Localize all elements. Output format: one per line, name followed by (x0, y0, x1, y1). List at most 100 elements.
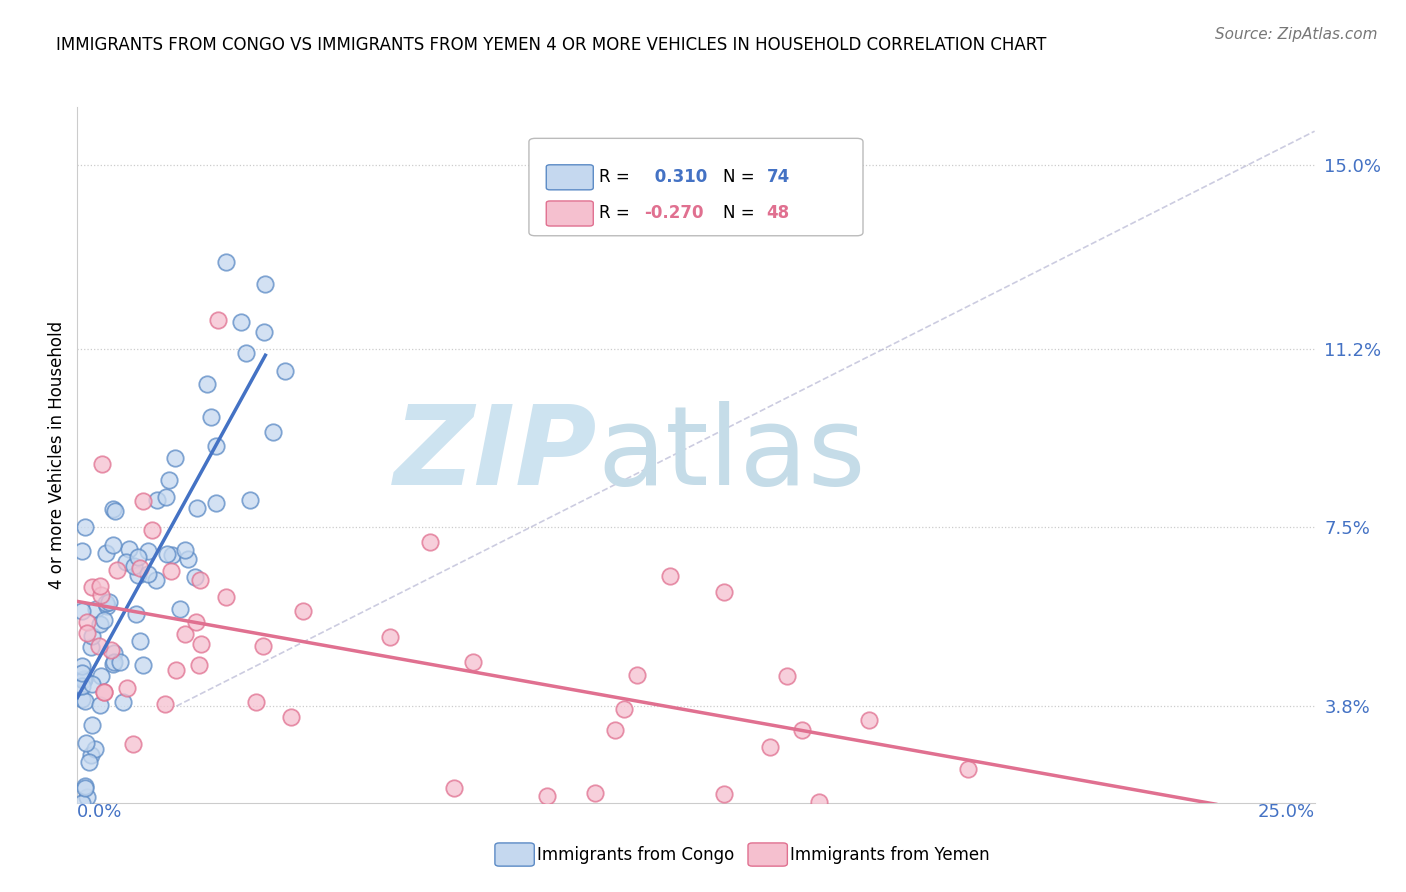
Point (186, 615, 208, 630)
Point (190, 637, 212, 651)
Point (105, 564, 128, 578)
Point (96, 599, 118, 614)
Text: 74: 74 (766, 168, 790, 186)
Point (292, 604, 315, 618)
Point (252, 639, 274, 653)
Point (280, 710, 302, 724)
Point (274, 363, 297, 377)
Point (759, 740, 782, 755)
Point (72, 679, 94, 693)
Point (858, 714, 880, 728)
Point (659, 568, 682, 582)
Point (197, 376, 219, 391)
Point (87, 640, 110, 654)
Point (239, 492, 262, 507)
Point (132, 658, 155, 673)
Point (169, 602, 191, 616)
Point (89, 698, 111, 713)
Text: 48: 48 (766, 203, 790, 222)
Point (207, 312, 229, 326)
FancyBboxPatch shape (547, 201, 593, 226)
Point (90, 669, 112, 683)
Y-axis label: 4 or more Vehicles in Household: 4 or more Vehicles in Household (48, 321, 66, 589)
Point (613, 702, 636, 716)
Point (115, 555, 138, 569)
Point (80, 580, 103, 594)
Point (75, 781, 97, 796)
Point (129, 634, 152, 648)
Point (73, 673, 96, 687)
Point (89, 579, 111, 593)
Text: 0.0%: 0.0% (77, 803, 122, 821)
Text: Source: ZipAtlas.com: Source: ZipAtlas.com (1215, 27, 1378, 42)
Text: atlas: atlas (598, 401, 866, 508)
Point (103, 538, 125, 552)
Point (603, 723, 626, 737)
Point (419, 535, 441, 549)
Point (145, 573, 167, 587)
Point (127, 550, 149, 565)
Point (807, 795, 830, 809)
Point (73, 673, 96, 687)
Point (93, 613, 115, 627)
Point (118, 542, 141, 557)
Point (204, 439, 226, 453)
Point (82, 677, 104, 691)
Point (80, 640, 103, 655)
Point (100, 642, 122, 657)
Point (103, 502, 125, 516)
Point (713, 787, 735, 801)
Point (200, 410, 222, 425)
Point (75, 694, 97, 708)
Point (583, 786, 606, 800)
Point (162, 548, 184, 562)
Point (115, 681, 138, 695)
Point (253, 325, 276, 339)
Point (713, 585, 735, 599)
Point (75, 779, 97, 793)
Point (91, 457, 114, 471)
Point (72, 604, 94, 618)
Point (127, 568, 149, 582)
Point (122, 559, 145, 574)
Point (205, 496, 228, 510)
Text: N =: N = (723, 168, 755, 186)
Point (177, 551, 200, 566)
Point (443, 781, 465, 796)
Text: R =: R = (599, 168, 630, 186)
Point (245, 695, 267, 709)
Point (84, 602, 107, 616)
Point (125, 607, 148, 621)
Point (160, 564, 183, 578)
Point (165, 663, 187, 677)
Point (186, 500, 208, 515)
Point (136, 567, 159, 582)
Point (72, 673, 94, 687)
Point (93, 684, 115, 698)
FancyBboxPatch shape (547, 165, 593, 190)
Point (153, 698, 176, 712)
Point (136, 544, 159, 558)
Point (188, 574, 211, 588)
Point (173, 543, 195, 558)
Point (110, 655, 132, 669)
Point (122, 737, 145, 751)
Text: 25.0%: 25.0% (1257, 803, 1315, 821)
Point (536, 789, 558, 803)
Point (76, 625, 98, 640)
Point (76, 615, 98, 629)
Point (229, 315, 252, 329)
Point (156, 547, 179, 561)
Point (165, 451, 187, 466)
Point (957, 762, 980, 776)
Point (461, 655, 484, 669)
Point (90, 588, 112, 602)
Point (97, 594, 120, 608)
Point (776, 669, 799, 683)
Point (157, 473, 180, 487)
Point (790, 723, 813, 737)
Point (254, 277, 277, 291)
Point (103, 646, 125, 660)
Point (96, 546, 118, 560)
Point (94, 596, 117, 610)
